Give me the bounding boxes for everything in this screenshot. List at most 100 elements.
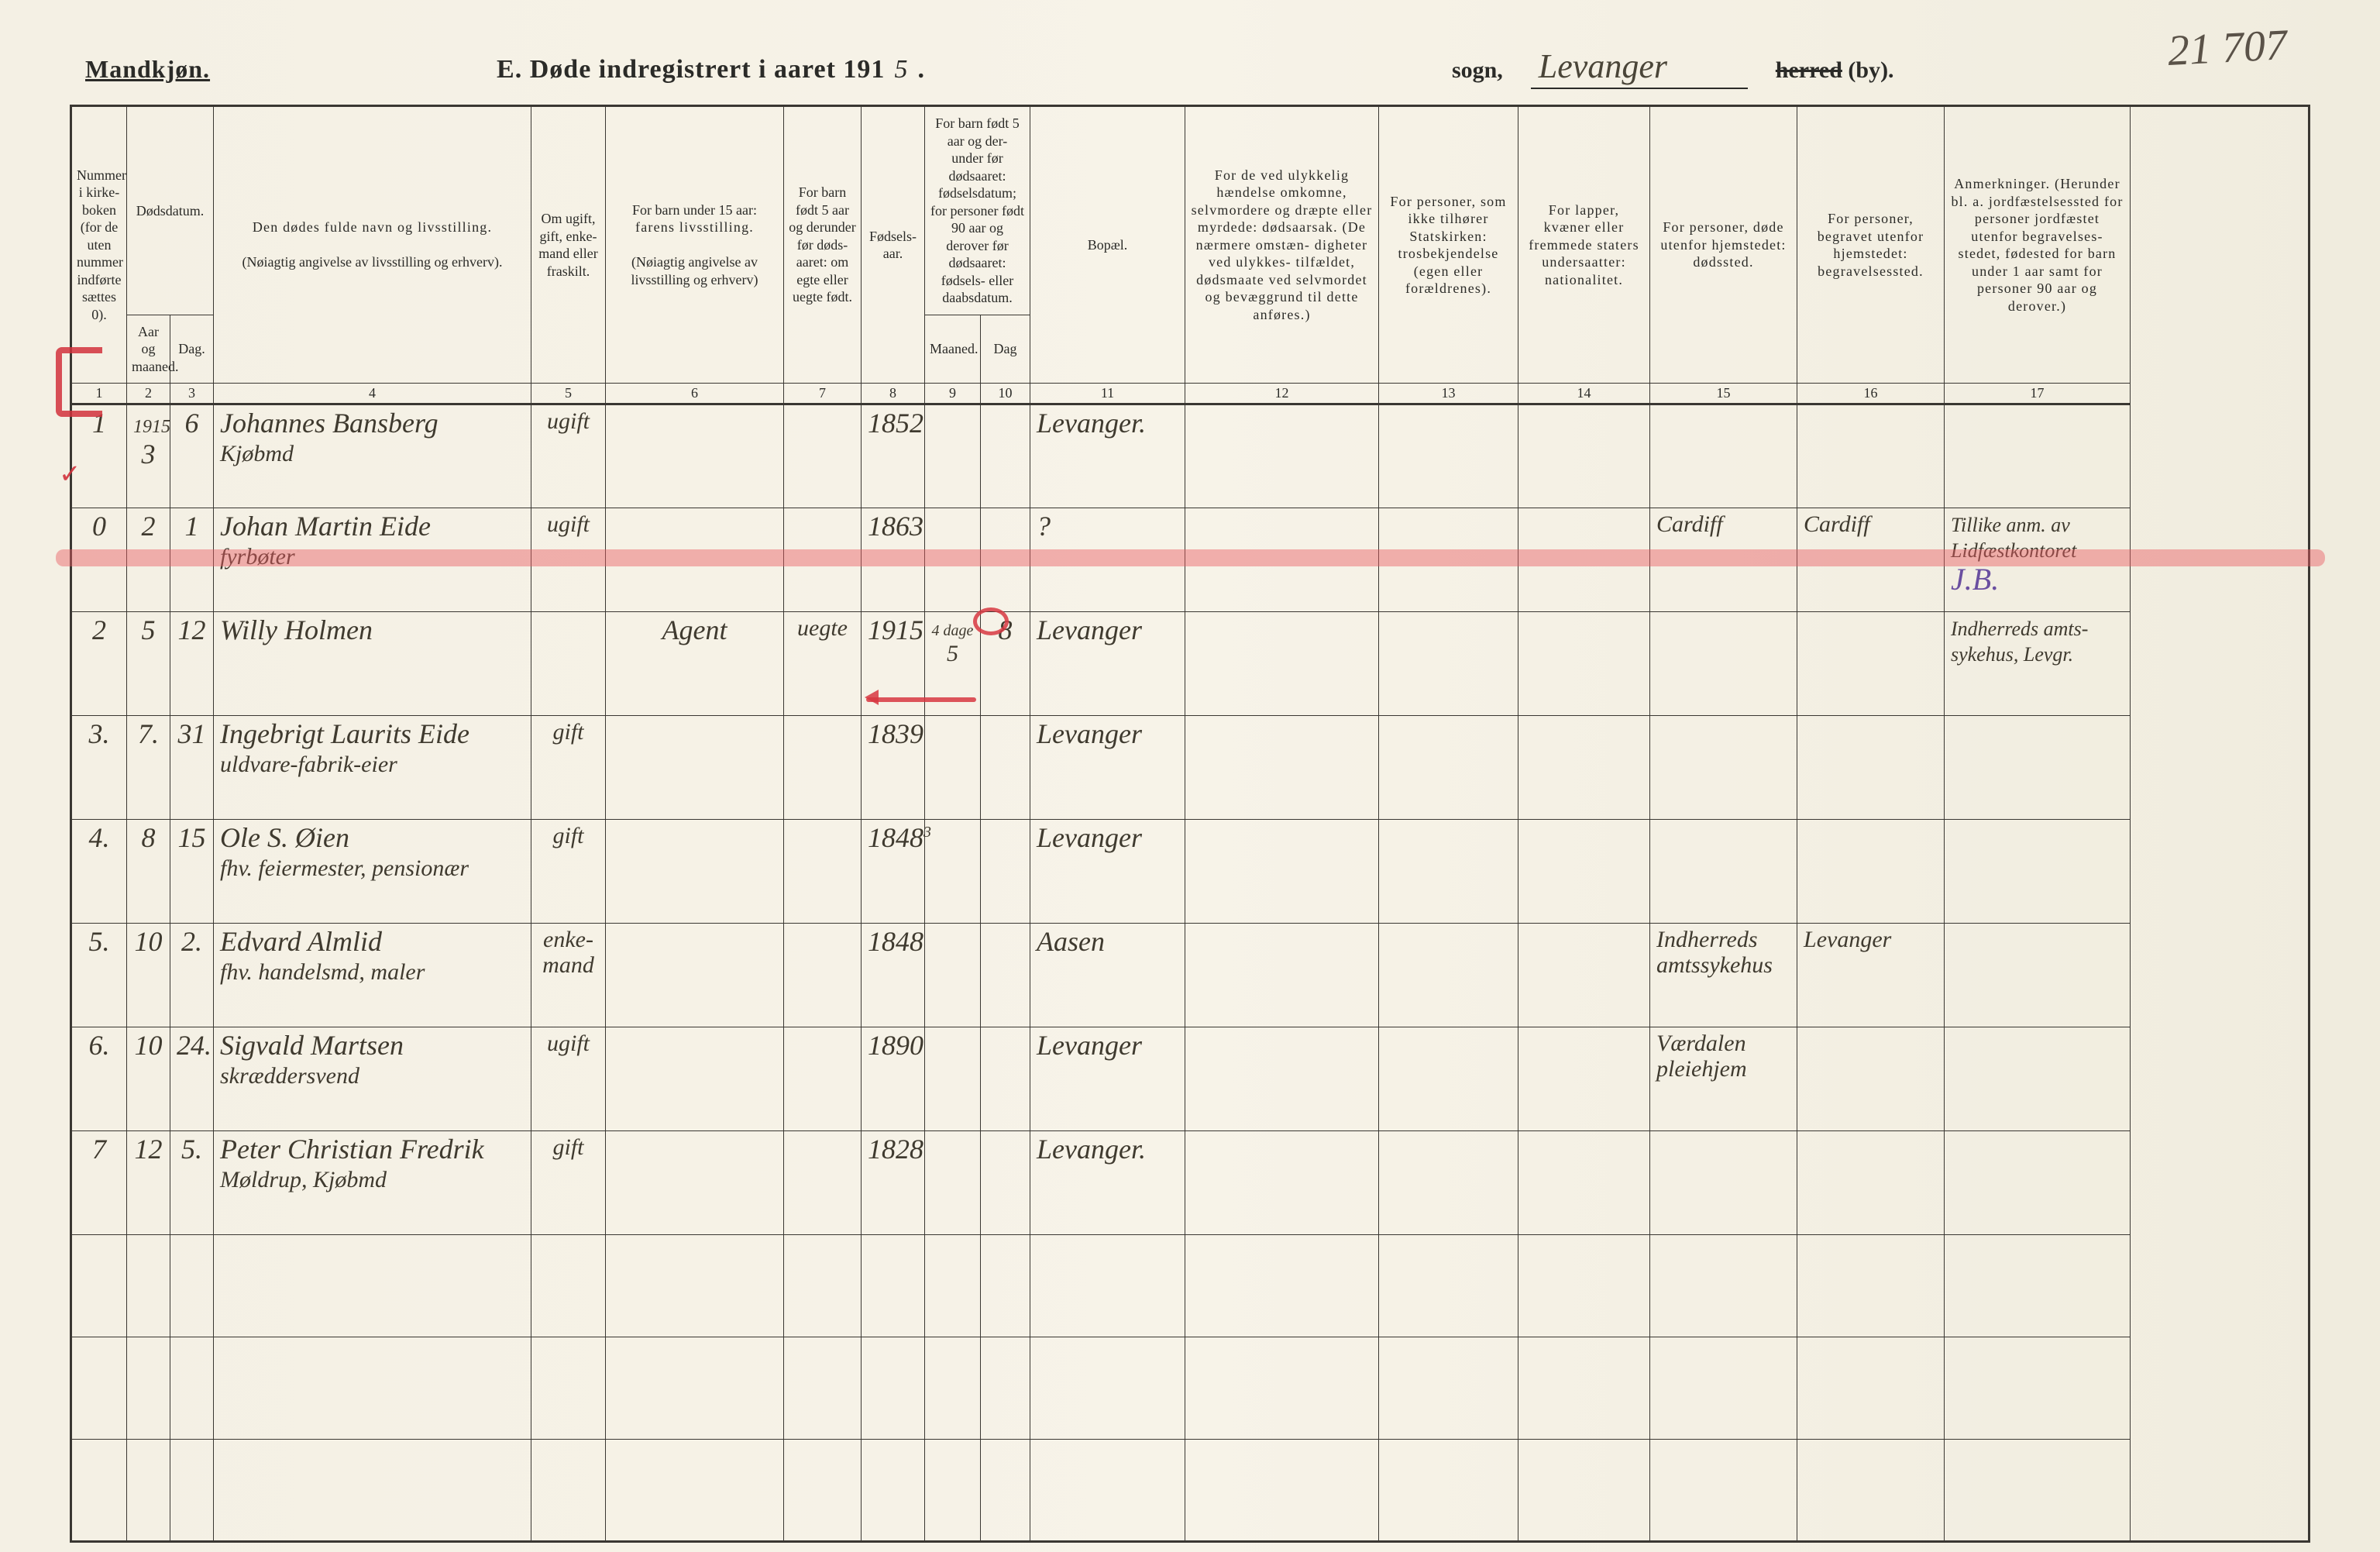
table-cell <box>1797 820 1945 924</box>
table-cell <box>606 1027 784 1131</box>
table-cell: 1915 <box>862 612 925 716</box>
col-subheader: Maaned. <box>925 315 981 384</box>
table-row: 5.102.Edvard Almlidfhv. handelsmd, maler… <box>71 924 2309 1027</box>
table-cell <box>606 1440 784 1542</box>
table-cell <box>531 612 606 716</box>
table-cell <box>1945 1235 2131 1337</box>
col-subheader: Dag <box>981 315 1030 384</box>
table-cell: Johan Martin Eidefyrbøter <box>214 508 531 612</box>
table-cell: 7. <box>127 716 170 820</box>
table-cell: 1848 <box>862 924 925 1027</box>
table-cell: Tillike anm. av LidfæstkontoretJ.B. <box>1945 508 2131 612</box>
col-num: 1 <box>71 384 127 404</box>
table-cell <box>784 1440 862 1542</box>
table-row <box>71 1337 2309 1440</box>
table-cell <box>1379 716 1518 820</box>
table-cell <box>981 508 1030 612</box>
table-cell: Ingebrigt Laurits Eideuldvare-fabrik-eie… <box>214 716 531 820</box>
table-cell: 19153 <box>127 404 170 508</box>
table-cell <box>981 404 1030 508</box>
table-cell <box>1945 924 2131 1027</box>
col-header: Bopæl. <box>1030 106 1185 384</box>
col-num: 4 <box>214 384 531 404</box>
table-cell <box>1518 820 1650 924</box>
col-num: 15 <box>1650 384 1797 404</box>
table-cell <box>784 1337 862 1440</box>
header-row: Mandkjøn. E. Døde indregistrert i aaret … <box>85 46 2310 89</box>
table-cell: 0 <box>71 508 127 612</box>
table-cell <box>606 508 784 612</box>
table-cell <box>925 404 981 508</box>
table-cell: 18483 <box>862 820 925 924</box>
herred-by: herred (by). <box>1776 57 1894 84</box>
table-cell <box>1945 716 2131 820</box>
table-cell <box>214 1440 531 1542</box>
table-cell: ? <box>1030 508 1185 612</box>
table-cell <box>925 1131 981 1235</box>
title-year-suffix: 5 <box>894 55 908 84</box>
table-cell <box>981 1235 1030 1337</box>
table-cell: Levanger <box>1030 1027 1185 1131</box>
table-row <box>71 1235 2309 1337</box>
table-cell <box>925 716 981 820</box>
table-cell <box>1379 612 1518 716</box>
table-cell <box>1650 820 1797 924</box>
table-cell <box>1185 508 1379 612</box>
col-header-line: For personer, begravet utenfor hjemstede… <box>1818 211 1924 279</box>
col-header: For personer, begravet utenfor hjemstede… <box>1797 106 1945 384</box>
table-cell <box>1379 1337 1518 1440</box>
table-cell <box>1185 924 1379 1027</box>
table-row: 4.815Ole S. Øienfhv. feiermester, pensio… <box>71 820 2309 924</box>
table-cell <box>170 1440 214 1542</box>
table-cell <box>784 924 862 1027</box>
table-cell: ugift <box>531 508 606 612</box>
table-cell <box>1379 508 1518 612</box>
col-header: Anmerkninger. (Herunder bl. a. jordfæste… <box>1945 106 2131 384</box>
table-cell <box>1030 1337 1185 1440</box>
col-header: Dødsdatum. <box>127 106 214 315</box>
table-cell: Indherreds amtssykehus <box>1650 924 1797 1027</box>
table-cell <box>1945 1131 2131 1235</box>
table-cell <box>1518 1131 1650 1235</box>
table-cell: gift <box>531 716 606 820</box>
table-cell: Indherreds amts- sykehus, Levgr. <box>1945 612 2131 716</box>
table-cell <box>1650 1235 1797 1337</box>
col-num: 14 <box>1518 384 1650 404</box>
col-header-line: Anmerkninger. (Herunder bl. a. jordfæste… <box>1951 176 2123 314</box>
col-header: For de ved ulykkelig hændelse omkomne, s… <box>1185 106 1379 384</box>
table-cell <box>784 404 862 508</box>
col-num: 2 <box>127 384 170 404</box>
table-cell <box>1650 612 1797 716</box>
col-num: 12 <box>1185 384 1379 404</box>
table-cell: 4. <box>71 820 127 924</box>
col-header-line: For de ved ulykkelig hændelse omkomne, s… <box>1192 167 1373 322</box>
table-cell <box>1945 820 2131 924</box>
table-cell <box>981 1337 1030 1440</box>
table-cell: Agent <box>606 612 784 716</box>
document-page: 21 707 Mandkjøn. E. Døde indregistrert i… <box>0 0 2380 1552</box>
table-cell <box>71 1337 127 1440</box>
table-cell <box>1945 1027 2131 1131</box>
table-cell <box>1797 716 1945 820</box>
table-cell <box>1379 1131 1518 1235</box>
table-cell: 1890 <box>862 1027 925 1131</box>
table-cell: 1 <box>170 508 214 612</box>
table-cell: 7 <box>71 1131 127 1235</box>
table-cell: 1 <box>71 404 127 508</box>
table-cell <box>862 1337 925 1440</box>
table-cell <box>1650 716 1797 820</box>
col-header: Fødsels- aar. <box>862 106 925 384</box>
table-cell: Cardiff <box>1650 508 1797 612</box>
table-cell <box>1650 1131 1797 1235</box>
table-cell <box>531 1337 606 1440</box>
table-cell: ugift <box>531 404 606 508</box>
parish-name: Levanger <box>1531 46 1748 89</box>
parish-block: sogn, Levanger herred (by). <box>1452 46 1894 89</box>
table-cell <box>606 820 784 924</box>
table-cell <box>784 820 862 924</box>
table-cell: Sigvald Martsenskræddersvend <box>214 1027 531 1131</box>
table-cell <box>1030 1440 1185 1542</box>
table-cell <box>925 1027 981 1131</box>
table-cell <box>1185 1337 1379 1440</box>
col-header: Om ugift, gift, enke- mand eller fraskil… <box>531 106 606 384</box>
